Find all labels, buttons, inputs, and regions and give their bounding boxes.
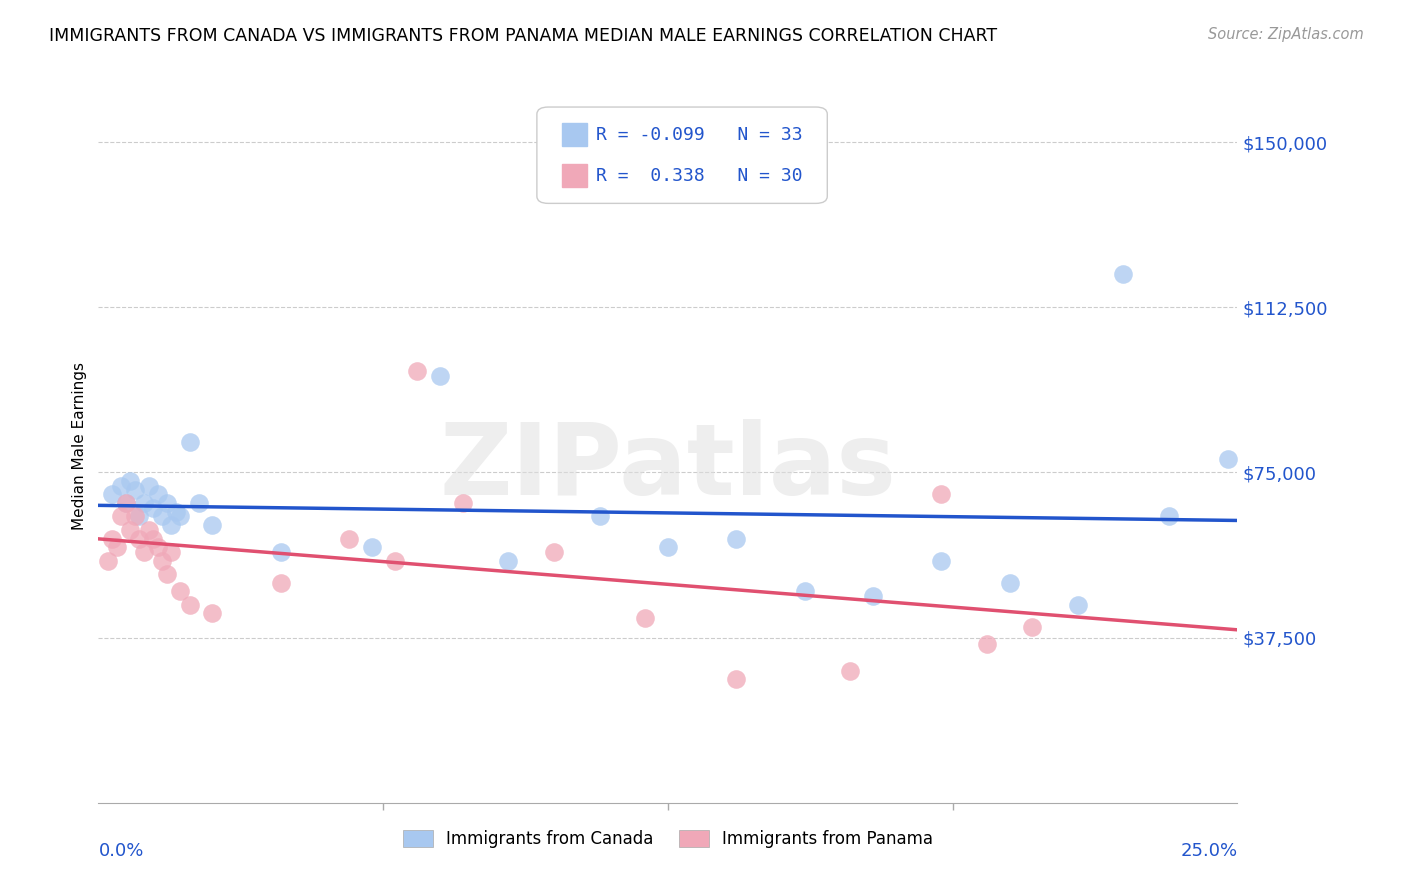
Point — [138, 478, 160, 492]
Text: R =  0.338   N = 30: R = 0.338 N = 30 — [596, 167, 803, 185]
Y-axis label: Median Male Earnings: Median Male Earnings — [72, 362, 87, 530]
Point — [929, 487, 952, 501]
Point — [169, 509, 191, 524]
Point — [793, 584, 815, 599]
Point — [132, 545, 155, 559]
Point — [451, 496, 474, 510]
Point — [150, 553, 173, 567]
Point — [588, 509, 610, 524]
Text: IMMIGRANTS FROM CANADA VS IMMIGRANTS FROM PANAMA MEDIAN MALE EARNINGS CORRELATIO: IMMIGRANTS FROM CANADA VS IMMIGRANTS FRO… — [49, 27, 997, 45]
Point — [179, 434, 201, 449]
Point — [179, 598, 201, 612]
Point — [201, 518, 224, 533]
Point — [156, 566, 179, 581]
Point — [169, 584, 191, 599]
Point — [124, 509, 146, 524]
Point — [150, 509, 173, 524]
Point — [929, 553, 952, 567]
Point — [998, 575, 1021, 590]
Point — [160, 518, 183, 533]
Point — [105, 541, 128, 555]
Text: 0.0%: 0.0% — [98, 842, 143, 860]
Point — [406, 364, 429, 378]
Point — [96, 553, 118, 567]
FancyBboxPatch shape — [562, 164, 586, 187]
Point — [543, 545, 565, 559]
Point — [101, 532, 124, 546]
Point — [110, 478, 132, 492]
Point — [270, 575, 292, 590]
Point — [634, 611, 657, 625]
Point — [1067, 598, 1090, 612]
Point — [498, 553, 520, 567]
Point — [132, 496, 155, 510]
FancyBboxPatch shape — [537, 107, 827, 203]
Text: Source: ZipAtlas.com: Source: ZipAtlas.com — [1208, 27, 1364, 42]
Point — [160, 545, 183, 559]
Point — [146, 487, 169, 501]
Point — [725, 532, 748, 546]
Point — [1157, 509, 1180, 524]
Point — [1218, 452, 1240, 467]
Point — [142, 500, 165, 515]
Legend: Immigrants from Canada, Immigrants from Panama: Immigrants from Canada, Immigrants from … — [396, 823, 939, 855]
Point — [114, 496, 136, 510]
Text: 25.0%: 25.0% — [1180, 842, 1237, 860]
Point — [142, 532, 165, 546]
Point — [165, 505, 187, 519]
Text: ZIPatlas: ZIPatlas — [440, 419, 896, 516]
Point — [1021, 619, 1043, 633]
Point — [270, 545, 292, 559]
Point — [120, 523, 142, 537]
Point — [862, 589, 884, 603]
Point — [187, 496, 209, 510]
FancyBboxPatch shape — [562, 123, 586, 146]
Point — [839, 664, 862, 678]
Point — [110, 509, 132, 524]
Point — [128, 509, 150, 524]
Point — [101, 487, 124, 501]
Text: R = -0.099   N = 33: R = -0.099 N = 33 — [596, 126, 803, 144]
Point — [429, 368, 451, 383]
Point — [360, 541, 382, 555]
Point — [156, 496, 179, 510]
Point — [124, 483, 146, 497]
Point — [128, 532, 150, 546]
Point — [384, 553, 406, 567]
Point — [657, 541, 679, 555]
Point — [976, 637, 998, 651]
Point — [120, 475, 142, 489]
Point — [138, 523, 160, 537]
Point — [725, 673, 748, 687]
Point — [1112, 267, 1135, 281]
Point — [201, 607, 224, 621]
Point — [337, 532, 360, 546]
Point — [146, 541, 169, 555]
Point — [114, 496, 136, 510]
